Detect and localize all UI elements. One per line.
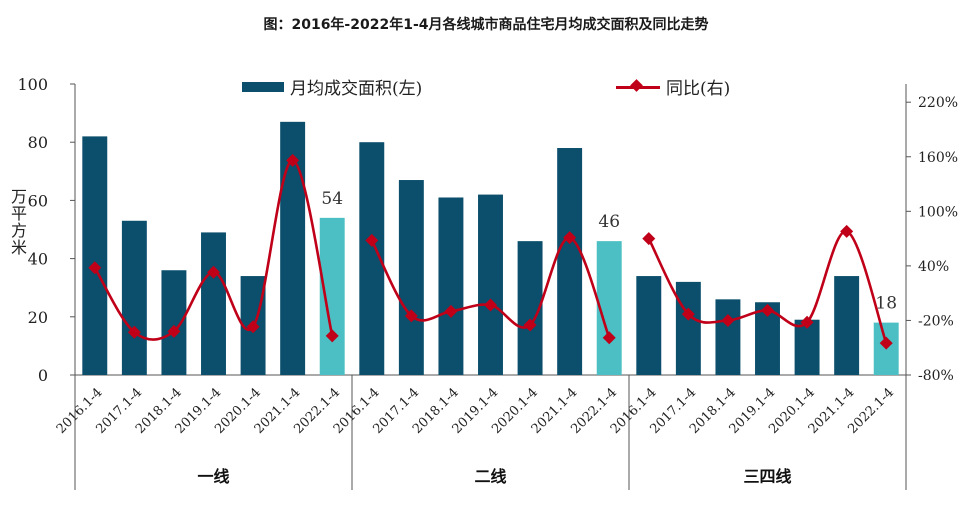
legend-line-item: 同比(右) — [616, 74, 730, 99]
yoy-point — [365, 233, 379, 247]
legend-bar-item: 月均成交面积(左) — [242, 74, 422, 99]
yoy-point — [404, 309, 418, 323]
bar — [121, 220, 147, 375]
bar — [557, 148, 583, 375]
yoy-point — [761, 303, 774, 317]
y-right-tick-label: 40% — [918, 259, 949, 275]
yoy-line-segment — [93, 159, 334, 341]
bar — [319, 217, 345, 375]
bar — [478, 194, 503, 375]
bar — [161, 270, 187, 375]
y-left-tick-label: 80 — [28, 133, 48, 152]
bar — [398, 180, 424, 375]
legend-bar-swatch — [242, 81, 284, 92]
bar — [636, 276, 662, 375]
bar — [794, 319, 820, 375]
chart-title: 图：2016年-2022年1-4月各线城市商品住宅月均成交面积及同比走势 — [263, 17, 709, 33]
yoy-point — [286, 153, 300, 167]
bar — [715, 299, 741, 375]
yoy-point — [325, 329, 339, 343]
yoy-point — [840, 224, 854, 238]
yoy-point — [127, 325, 141, 339]
y-left-tick-label: 0 — [38, 366, 48, 385]
data-label: 54 — [321, 189, 343, 209]
bar — [82, 136, 108, 375]
bar — [201, 232, 226, 375]
yoy-point — [602, 331, 616, 345]
y-left-tick-label: 20 — [28, 308, 48, 327]
y-right-tick-label: -80% — [918, 368, 954, 384]
data-label: 18 — [875, 294, 897, 314]
yoy-point — [444, 304, 458, 318]
yoy-point — [167, 324, 181, 338]
yoy-point — [879, 336, 893, 350]
y-left-tick-label: 100 — [17, 75, 48, 94]
yoy-point — [484, 298, 497, 312]
yoy-point — [800, 315, 814, 329]
yoy-point — [721, 313, 735, 327]
yoy-point — [563, 231, 577, 245]
legend-bar-label: 月均成交面积(左) — [290, 79, 423, 99]
y-right-tick-label: 160% — [918, 150, 958, 166]
y-axis-left-title: 万 平 方 米 — [10, 187, 27, 257]
group-label: 三四线 — [743, 467, 791, 486]
legend-line-label: 同比(右) — [666, 79, 731, 99]
bar — [438, 197, 464, 375]
y-left-tick-label: 60 — [28, 191, 48, 210]
y-right-tick-label: 220% — [918, 95, 958, 111]
yoy-point — [681, 307, 695, 321]
bar — [675, 281, 701, 375]
legend-line-swatch — [616, 78, 660, 93]
yoy-point — [207, 265, 220, 279]
group-label: 二线 — [474, 467, 506, 486]
bar — [834, 276, 860, 375]
y-left-tick-label: 40 — [28, 250, 48, 269]
yoy-point — [88, 261, 102, 275]
group-label: 一线 — [197, 467, 229, 486]
data-label: 46 — [598, 212, 620, 232]
yoy-point — [246, 320, 260, 334]
y-right-tick-label: -20% — [918, 313, 954, 329]
y-right-tick-label: 100% — [918, 204, 958, 220]
yoy-point — [523, 318, 537, 332]
yoy-point — [642, 232, 656, 246]
